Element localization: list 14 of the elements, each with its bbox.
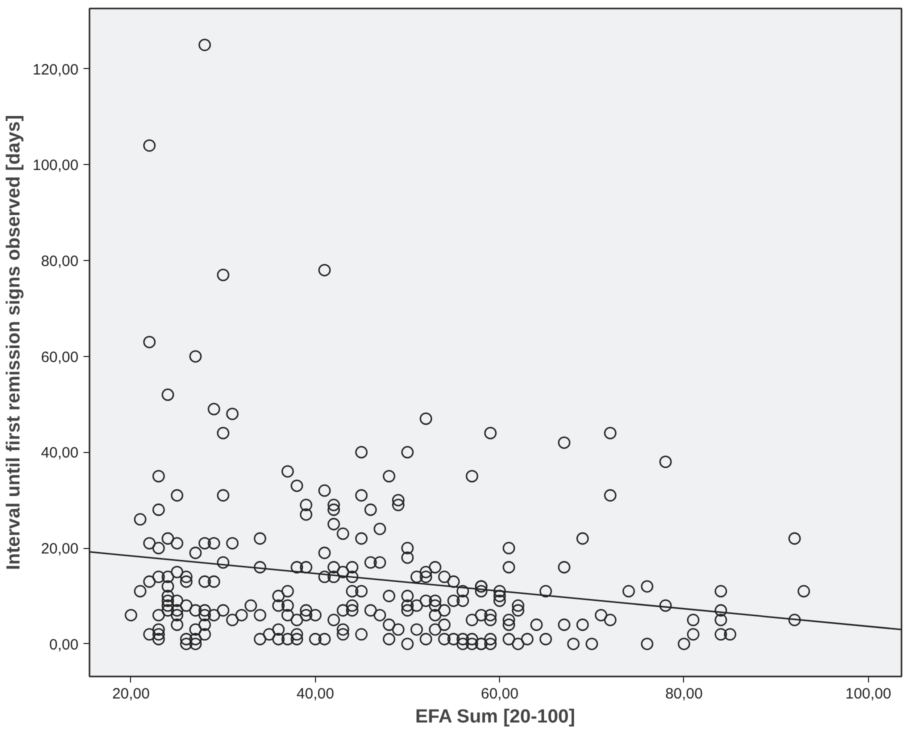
y-tick-label: 100,00 bbox=[32, 157, 79, 174]
x-tick-label: 100,00 bbox=[845, 686, 892, 702]
x-tick-label: 60,00 bbox=[480, 686, 518, 702]
y-tick-label: 20,00 bbox=[40, 540, 79, 558]
y-tick-label: 0,00 bbox=[49, 636, 79, 654]
y-tick-label: 40,00 bbox=[40, 444, 79, 462]
x-tick-label: 80,00 bbox=[665, 686, 703, 702]
y-tick-label: 60,00 bbox=[40, 348, 79, 366]
y-axis-title: Interval until first remission signs observed [days] bbox=[4, 114, 25, 570]
x-axis-title: EFA Sum [20-100] bbox=[415, 706, 576, 728]
y-tick-label: 80,00 bbox=[40, 253, 79, 270]
y-tick-label: 120,00 bbox=[32, 61, 79, 78]
x-tick-label: 20,00 bbox=[112, 686, 150, 702]
x-tick-label: 40,00 bbox=[296, 686, 334, 702]
